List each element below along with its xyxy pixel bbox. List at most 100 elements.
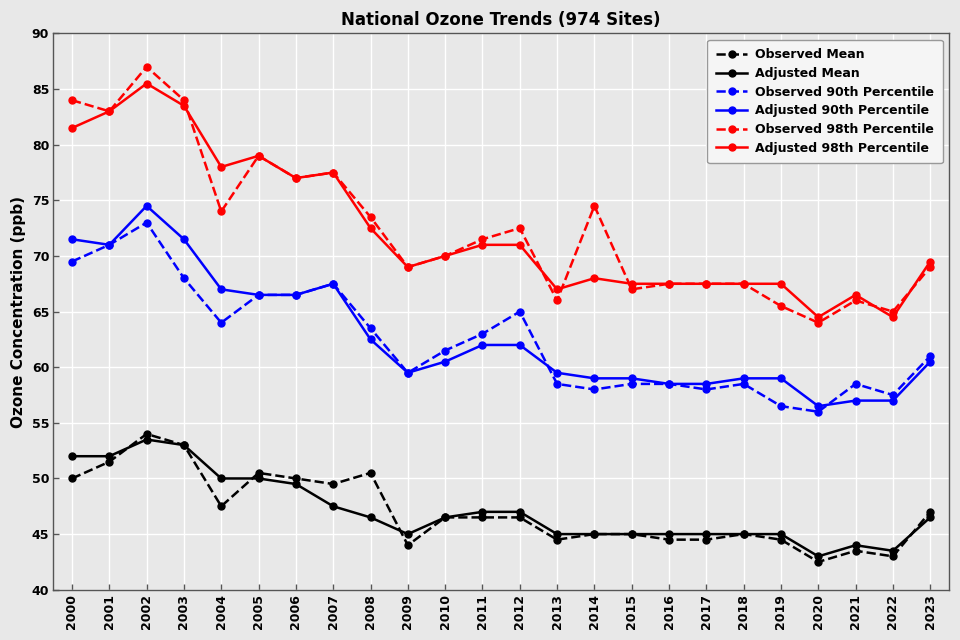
Observed 90th Percentile [626,380,637,388]
Adjusted Mean [701,531,712,538]
Adjusted 98th Percentile [850,291,861,299]
Line: Observed 98th Percentile: Observed 98th Percentile [68,63,934,326]
Adjusted 90th Percentile [252,291,264,299]
Observed 98th Percentile [440,252,451,260]
Adjusted 90th Percentile [626,374,637,382]
Adjusted 90th Percentile [402,369,414,376]
Adjusted 98th Percentile [924,258,936,266]
Observed Mean [141,430,153,438]
Adjusted Mean [663,531,675,538]
Adjusted 90th Percentile [812,403,824,410]
Adjusted 98th Percentile [66,124,78,132]
Adjusted 98th Percentile [663,280,675,287]
Observed Mean [850,547,861,555]
Adjusted Mean [440,513,451,521]
Observed Mean [514,513,525,521]
Observed 98th Percentile [327,169,339,177]
Observed 98th Percentile [551,296,563,304]
Adjusted 98th Percentile [252,152,264,159]
Adjusted 90th Percentile [701,380,712,388]
Adjusted 98th Percentile [440,252,451,260]
Observed 90th Percentile [215,319,227,326]
Adjusted 98th Percentile [327,169,339,177]
Adjusted 98th Percentile [626,280,637,287]
Adjusted 90th Percentile [66,236,78,243]
Observed 98th Percentile [776,302,787,310]
Adjusted 98th Percentile [290,174,301,182]
Observed Mean [252,469,264,477]
Observed 90th Percentile [738,380,750,388]
Observed 90th Percentile [701,386,712,394]
Observed 98th Percentile [215,207,227,215]
Adjusted 90th Percentile [588,374,600,382]
Adjusted 98th Percentile [104,108,115,115]
Adjusted 98th Percentile [402,263,414,271]
Observed 90th Percentile [365,324,376,332]
Adjusted Mean [104,452,115,460]
Adjusted 90th Percentile [179,236,190,243]
Adjusted Mean [141,436,153,444]
Adjusted 98th Percentile [179,102,190,109]
Observed 98th Percentile [290,174,301,182]
Adjusted Mean [215,475,227,483]
Adjusted 98th Percentile [477,241,489,249]
Observed 90th Percentile [252,291,264,299]
Adjusted Mean [924,513,936,521]
Observed 98th Percentile [477,236,489,243]
Observed Mean [887,552,899,560]
Observed Mean [477,513,489,521]
Adjusted Mean [850,541,861,549]
Observed Mean [701,536,712,543]
Y-axis label: Ozone Concentration (ppb): Ozone Concentration (ppb) [12,196,26,428]
Adjusted Mean [402,531,414,538]
Adjusted 98th Percentile [514,241,525,249]
Observed 90th Percentile [66,258,78,266]
Observed 98th Percentile [514,224,525,232]
Line: Adjusted 90th Percentile: Adjusted 90th Percentile [68,202,934,410]
Observed 90th Percentile [850,380,861,388]
Adjusted 98th Percentile [141,79,153,87]
Observed 90th Percentile [440,347,451,355]
Adjusted 98th Percentile [812,314,824,321]
Observed Mean [440,513,451,521]
Observed Mean [588,531,600,538]
Observed 98th Percentile [252,152,264,159]
Adjusted 90th Percentile [850,397,861,404]
Adjusted 98th Percentile [215,163,227,171]
Observed Mean [290,475,301,483]
Observed Mean [551,536,563,543]
Observed Mean [738,531,750,538]
Adjusted Mean [738,531,750,538]
Adjusted 90th Percentile [551,369,563,376]
Adjusted Mean [551,531,563,538]
Adjusted Mean [514,508,525,516]
Adjusted 98th Percentile [365,224,376,232]
Observed 90th Percentile [327,280,339,287]
Adjusted Mean [290,480,301,488]
Observed Mean [776,536,787,543]
Observed 98th Percentile [588,202,600,210]
Adjusted Mean [588,531,600,538]
Observed 98th Percentile [738,280,750,287]
Observed 90th Percentile [477,330,489,338]
Observed 90th Percentile [588,386,600,394]
Observed 98th Percentile [812,319,824,326]
Observed Mean [104,458,115,466]
Observed 98th Percentile [924,263,936,271]
Adjusted Mean [365,513,376,521]
Observed 98th Percentile [66,97,78,104]
Observed Mean [626,531,637,538]
Adjusted 90th Percentile [738,374,750,382]
Adjusted 98th Percentile [738,280,750,287]
Observed Mean [179,441,190,449]
Observed 90th Percentile [141,219,153,227]
Adjusted 90th Percentile [290,291,301,299]
Observed 98th Percentile [104,108,115,115]
Adjusted Mean [179,441,190,449]
Adjusted 90th Percentile [776,374,787,382]
Adjusted 90th Percentile [514,341,525,349]
Observed 90th Percentile [924,352,936,360]
Adjusted 90th Percentile [327,280,339,287]
Observed 90th Percentile [887,391,899,399]
Adjusted 90th Percentile [477,341,489,349]
